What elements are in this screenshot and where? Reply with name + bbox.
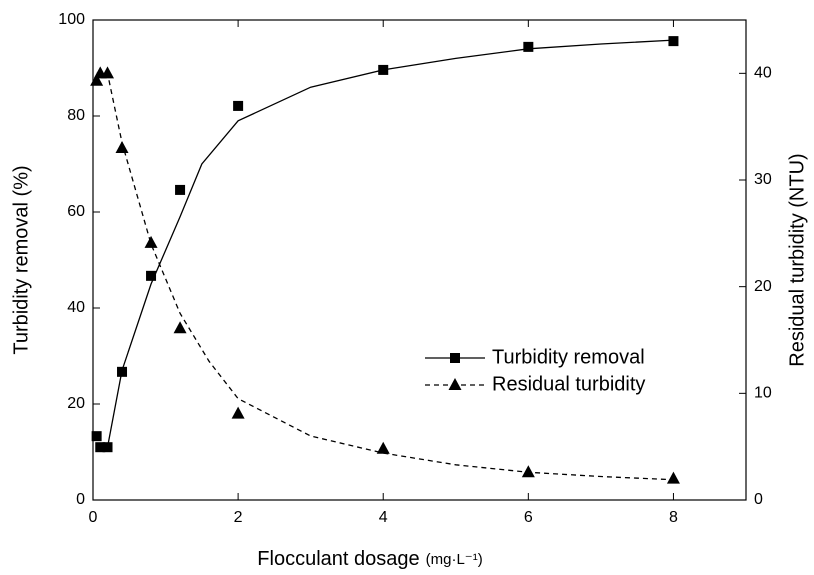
x-tick-label: 0	[89, 509, 98, 526]
x-tick-label: 6	[524, 509, 533, 526]
y-tick-label: 20	[67, 395, 85, 412]
square-marker	[175, 184, 186, 195]
y-tick-label: 60	[67, 203, 85, 220]
triangle-marker	[101, 66, 115, 79]
y2-tick-label: 0	[754, 491, 763, 508]
x-axis-label: Flocculant dosage (mg·L⁻¹)	[257, 548, 482, 570]
plot-frame	[92, 19, 747, 501]
y-tick-label: 40	[67, 299, 85, 316]
square-marker	[146, 270, 157, 281]
x-tick-label: 8	[669, 509, 678, 526]
square-marker	[233, 100, 244, 111]
square-marker	[95, 442, 106, 453]
legend-marker	[448, 378, 462, 390]
y-tick-label: 80	[67, 107, 85, 124]
y-tick-label: 0	[76, 491, 85, 508]
triangle-marker	[376, 441, 390, 454]
y2-axis-label: Residual turbidity (NTU)	[786, 153, 808, 366]
triangle-marker	[90, 73, 104, 86]
square-marker	[523, 41, 534, 52]
y2-tick-label: 20	[754, 278, 772, 295]
y-axis-label: Turbidity removal (%)	[10, 165, 32, 354]
triangle-marker	[521, 465, 535, 478]
square-marker	[378, 64, 389, 75]
legend-label: Turbidity removal	[492, 346, 645, 368]
y-tick-label: 100	[58, 11, 85, 28]
legend-label: Residual turbidity	[492, 373, 645, 395]
y2-tick-label: 40	[754, 65, 772, 82]
square-marker	[91, 431, 102, 442]
triangle-marker	[115, 141, 129, 153]
y2-tick-label: 30	[754, 171, 772, 188]
square-marker	[668, 36, 679, 47]
square-marker	[102, 442, 113, 453]
x-tick-label: 2	[234, 509, 243, 526]
x-tick-label: 4	[379, 509, 388, 526]
triangle-marker	[144, 235, 158, 248]
y2-tick-label: 10	[754, 385, 772, 402]
fit-curve	[96, 72, 674, 481]
triangle-marker	[173, 321, 187, 334]
x-unit: (mg·L⁻¹)	[426, 551, 483, 568]
triangle-marker	[666, 471, 680, 484]
legend-marker	[450, 353, 460, 363]
triangle-marker	[231, 406, 245, 419]
x-label-text: Flocculant dosage	[257, 548, 419, 570]
square-marker	[117, 366, 128, 377]
